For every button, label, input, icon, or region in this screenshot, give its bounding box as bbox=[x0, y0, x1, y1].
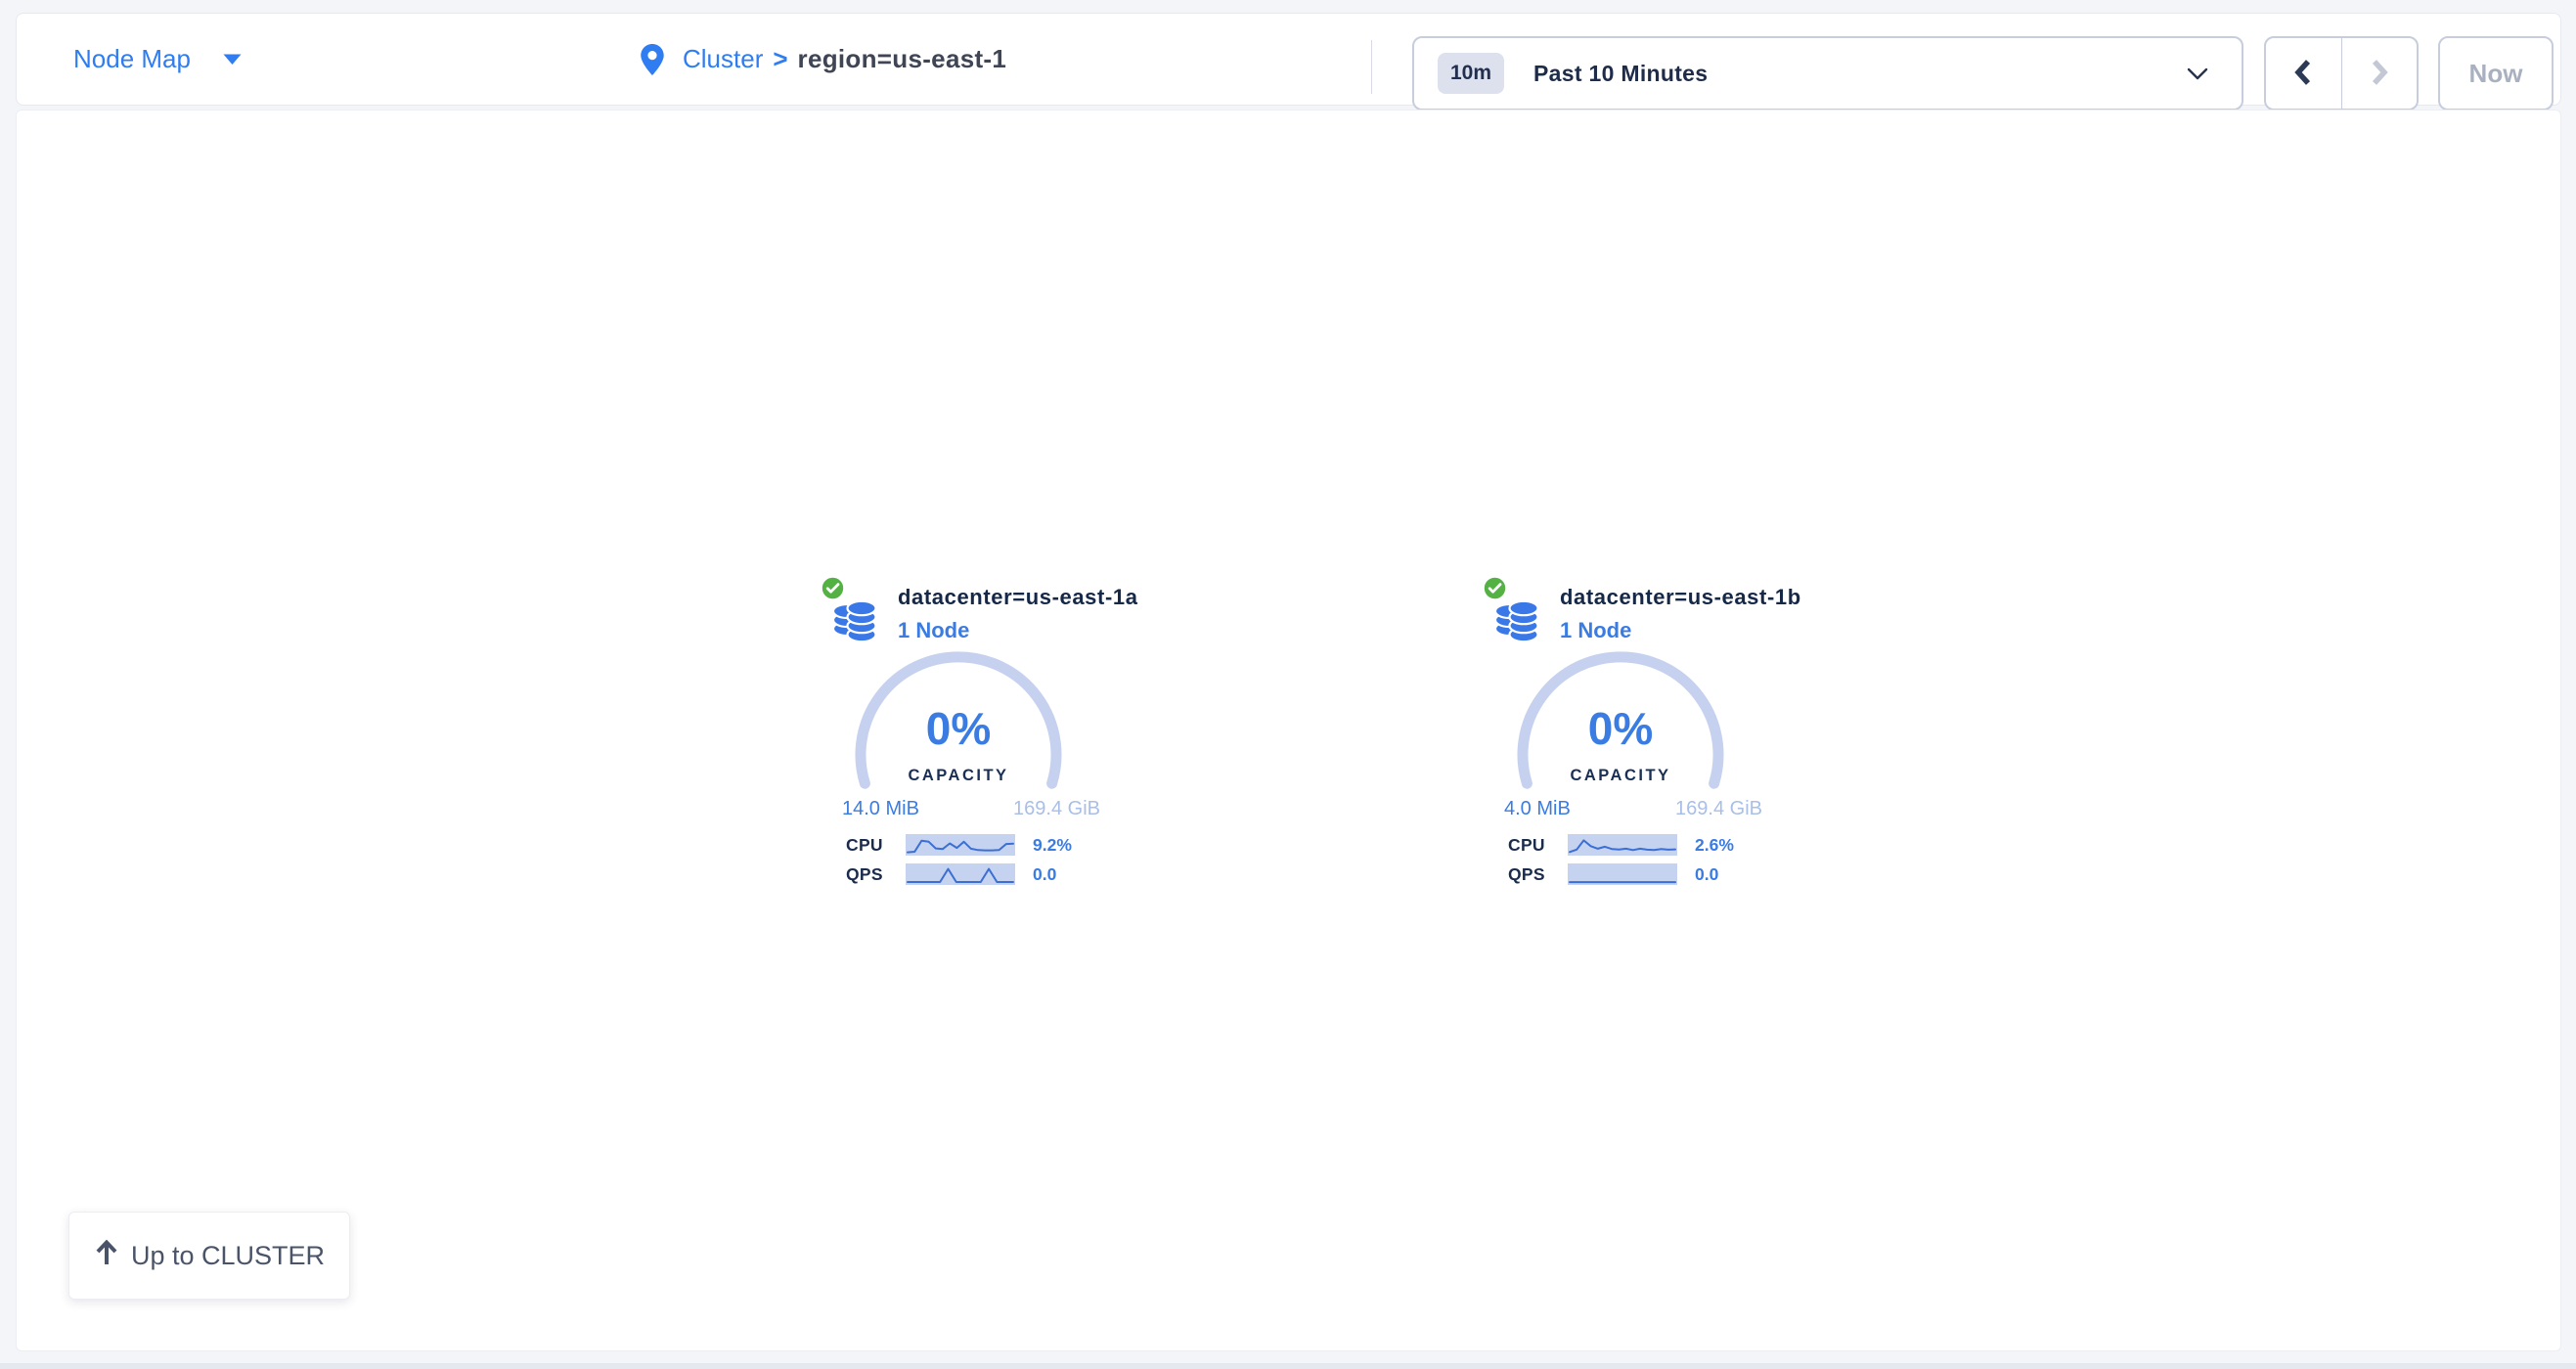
datacenter-card-header: datacenter=us-east-1a 1 Node bbox=[821, 573, 1137, 643]
metric-value: 2.6% bbox=[1695, 834, 1734, 855]
status-healthy-icon bbox=[1483, 576, 1507, 605]
status-healthy-icon bbox=[821, 576, 845, 605]
database-stack-icon bbox=[1493, 594, 1540, 649]
arrow-up-icon bbox=[94, 1239, 119, 1273]
time-range-dropdown[interactable]: 10m Past 10 Minutes bbox=[1412, 36, 2243, 110]
time-next-button[interactable] bbox=[2342, 38, 2418, 109]
capacity-total: 169.4 GiB bbox=[1675, 798, 1762, 819]
metric-sparkline bbox=[906, 863, 1015, 885]
capacity-used: 14.0 MiB bbox=[842, 798, 919, 819]
capacity-gauge: 0% CAPACITY bbox=[1517, 651, 1724, 789]
topbar-divider bbox=[1371, 40, 1372, 94]
metric-row: QPS 0.0 bbox=[1508, 863, 1776, 885]
metric-label: CPU bbox=[1508, 834, 1545, 855]
time-prev-button[interactable] bbox=[2266, 38, 2342, 109]
capacity-percent: 0% bbox=[926, 703, 991, 754]
window-bottom-edge bbox=[0, 1363, 2576, 1369]
capacity-gauge: 0% CAPACITY bbox=[855, 651, 1062, 789]
breadcrumb-current: region=us-east-1 bbox=[797, 44, 1007, 73]
capacity-gauge-arc bbox=[855, 651, 1062, 789]
chevron-down-icon bbox=[2187, 67, 2208, 80]
time-nav-group bbox=[2264, 36, 2419, 110]
metric-value: 0.0 bbox=[1695, 863, 1719, 884]
capacity-total: 169.4 GiB bbox=[1013, 798, 1100, 819]
up-to-cluster-button[interactable]: Up to CLUSTER bbox=[68, 1212, 350, 1300]
datacenter-title: datacenter=us-east-1b bbox=[1560, 585, 1801, 609]
capacity-percent: 0% bbox=[1588, 703, 1653, 754]
database-stack-icon bbox=[831, 594, 878, 649]
datacenter-node-count[interactable]: 1 Node bbox=[898, 618, 970, 642]
metric-sparkline bbox=[1568, 834, 1677, 856]
datacenter-titles: datacenter=us-east-1b 1 Node bbox=[1560, 585, 1801, 643]
metric-label: CPU bbox=[846, 834, 883, 855]
metric-label: QPS bbox=[846, 863, 883, 884]
caret-down-icon bbox=[222, 53, 243, 66]
view-selector-dropdown[interactable]: Node Map bbox=[73, 14, 243, 105]
datacenter-title: datacenter=us-east-1a bbox=[898, 585, 1138, 609]
time-range-badge: 10m bbox=[1438, 53, 1505, 94]
capacity-used: 4.0 MiB bbox=[1504, 798, 1571, 819]
capacity-row: 4.0 MiB 169.4 GiB bbox=[1504, 798, 1762, 820]
metric-value: 9.2% bbox=[1033, 834, 1072, 855]
chevron-right-icon bbox=[2369, 58, 2390, 90]
datacenter-node-count[interactable]: 1 Node bbox=[1560, 618, 1632, 642]
metric-label: QPS bbox=[1508, 863, 1545, 884]
breadcrumb: Cluster > region=us-east-1 bbox=[640, 14, 1006, 105]
capacity-caption: CAPACITY bbox=[1570, 767, 1670, 784]
location-pin-icon bbox=[640, 43, 665, 75]
time-range-label: Past 10 Minutes bbox=[1533, 60, 1709, 86]
datacenter-card[interactable]: datacenter=us-east-1a 1 Node 0% CAPACITY… bbox=[821, 573, 1137, 885]
now-button[interactable]: Now bbox=[2438, 36, 2554, 110]
metrics: CPU 2.6% QPS 0.0 bbox=[1483, 834, 1776, 885]
metric-row: QPS 0.0 bbox=[846, 863, 1114, 885]
metric-value: 0.0 bbox=[1033, 863, 1057, 884]
breadcrumb-cluster-link[interactable]: Cluster bbox=[683, 44, 764, 73]
up-to-cluster-label: Up to CLUSTER bbox=[130, 1240, 326, 1270]
capacity-caption: CAPACITY bbox=[908, 767, 1008, 784]
capacity-row: 14.0 MiB 169.4 GiB bbox=[842, 798, 1100, 820]
metric-sparkline bbox=[906, 834, 1015, 856]
view-selector-label: Node Map bbox=[73, 44, 191, 73]
topbar: Node Map Cluster > region=us-east-1 10m … bbox=[16, 13, 2561, 110]
datacenter-cards: datacenter=us-east-1a 1 Node 0% CAPACITY… bbox=[821, 573, 1800, 885]
metric-row: CPU 9.2% bbox=[846, 834, 1114, 856]
breadcrumb-separator: > bbox=[773, 44, 788, 73]
metric-sparkline bbox=[1568, 863, 1677, 885]
metrics: CPU 9.2% QPS 0.0 bbox=[821, 834, 1114, 885]
map-canvas: datacenter=us-east-1a 1 Node 0% CAPACITY… bbox=[16, 110, 2561, 1351]
chevron-left-icon bbox=[2292, 58, 2314, 90]
capacity-gauge-arc bbox=[1517, 651, 1724, 789]
datacenter-titles: datacenter=us-east-1a 1 Node bbox=[898, 585, 1138, 643]
metric-row: CPU 2.6% bbox=[1508, 834, 1776, 856]
datacenter-card-header: datacenter=us-east-1b 1 Node bbox=[1483, 573, 1800, 643]
datacenter-card[interactable]: datacenter=us-east-1b 1 Node 0% CAPACITY… bbox=[1483, 573, 1800, 885]
